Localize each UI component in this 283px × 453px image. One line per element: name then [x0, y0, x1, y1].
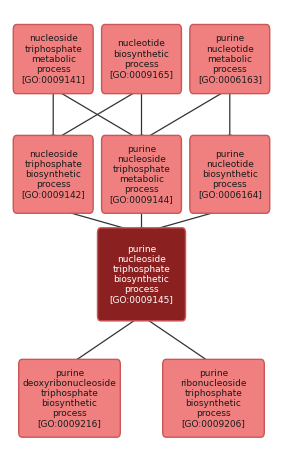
FancyBboxPatch shape — [19, 359, 120, 437]
Text: purine
nucleotide
biosynthetic
process
[GO:0006164]: purine nucleotide biosynthetic process [… — [198, 149, 262, 199]
FancyBboxPatch shape — [102, 135, 181, 213]
FancyBboxPatch shape — [97, 228, 186, 321]
FancyBboxPatch shape — [163, 359, 264, 437]
Text: nucleoside
triphosphate
metabolic
process
[GO:0009141]: nucleoside triphosphate metabolic proces… — [21, 34, 85, 84]
Text: purine
deoxyribonucleoside
triphosphate
biosynthetic
process
[GO:0009216]: purine deoxyribonucleoside triphosphate … — [23, 369, 116, 428]
FancyBboxPatch shape — [102, 24, 181, 94]
FancyBboxPatch shape — [190, 135, 270, 213]
Text: purine
nucleoside
triphosphate
metabolic
process
[GO:0009144]: purine nucleoside triphosphate metabolic… — [110, 145, 173, 204]
Text: purine
ribonucleoside
triphosphate
biosynthetic
process
[GO:0009206]: purine ribonucleoside triphosphate biosy… — [180, 369, 247, 428]
Text: purine
nucleoside
triphosphate
biosynthetic
process
[GO:0009145]: purine nucleoside triphosphate biosynthe… — [110, 245, 173, 304]
FancyBboxPatch shape — [13, 135, 93, 213]
FancyBboxPatch shape — [13, 24, 93, 94]
Text: purine
nucleotide
metabolic
process
[GO:0006163]: purine nucleotide metabolic process [GO:… — [198, 34, 262, 84]
Text: nucleoside
triphosphate
biosynthetic
process
[GO:0009142]: nucleoside triphosphate biosynthetic pro… — [21, 149, 85, 199]
Text: nucleotide
biosynthetic
process
[GO:0009165]: nucleotide biosynthetic process [GO:0009… — [110, 39, 173, 79]
FancyBboxPatch shape — [190, 24, 270, 94]
